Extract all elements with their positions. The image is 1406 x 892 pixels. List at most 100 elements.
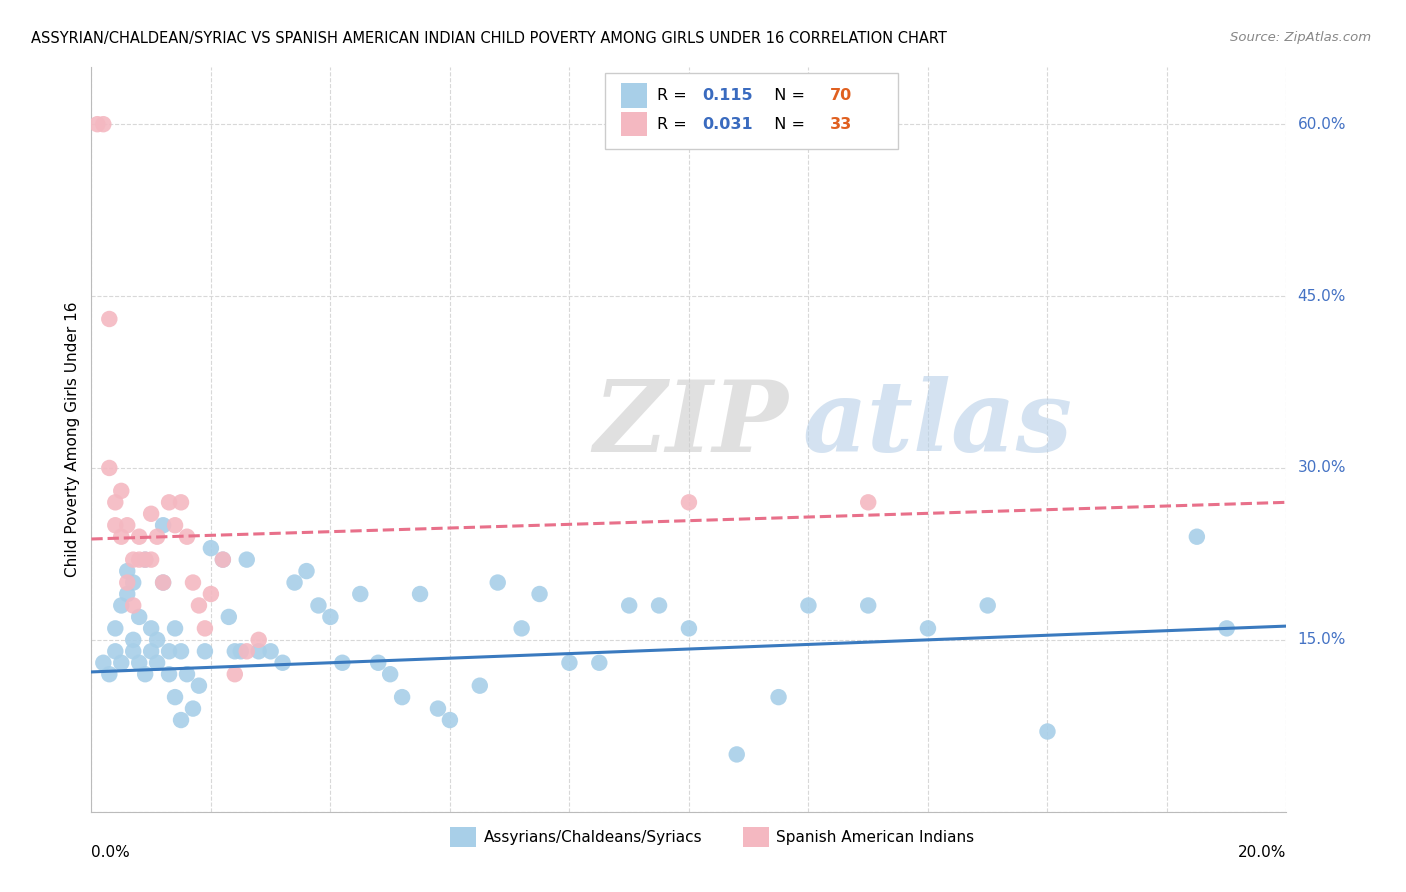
Point [858,599,880,613]
Point [229,644,252,658]
Text: Source: ZipAtlas.com: Source: ZipAtlas.com [1230,31,1371,45]
Bar [621,83,647,108]
Point [141,644,163,658]
Point [529,587,551,601]
Text: 20.0%: 20.0% [1239,846,1286,860]
Point [247,632,270,647]
Point [104,644,127,658]
Point [200,541,222,556]
Point [93,117,115,131]
Point [128,610,150,624]
Point [170,713,193,727]
Text: Assyrians/Chaldeans/Syriacs: Assyrians/Chaldeans/Syriacs [484,830,702,845]
Point [235,552,259,566]
FancyBboxPatch shape [605,73,898,149]
Point [194,644,217,658]
Point [271,656,294,670]
Point [367,656,389,670]
Point [1036,724,1059,739]
Text: N =: N = [765,87,810,103]
Text: Spanish American Indians: Spanish American Indians [776,830,974,845]
Y-axis label: Child Poverty Among Girls Under 16: Child Poverty Among Girls Under 16 [65,301,80,577]
Point [146,656,169,670]
Point [181,575,204,590]
Point [170,495,193,509]
Point [188,599,211,613]
Text: ASSYRIAN/CHALDEAN/SYRIAC VS SPANISH AMERICAN INDIAN CHILD POVERTY AMONG GIRLS UN: ASSYRIAN/CHALDEAN/SYRIAC VS SPANISH AMER… [31,31,946,46]
Point [295,564,318,578]
Point [104,621,127,635]
Text: 0.031: 0.031 [702,117,752,132]
Point [157,495,180,509]
Point [188,679,211,693]
Point [797,599,820,613]
Point [486,575,509,590]
Point [619,599,641,613]
Point [224,644,246,658]
Point [122,599,145,613]
Point [134,552,156,566]
Point [104,518,127,533]
Point [307,599,329,613]
Text: 30.0%: 30.0% [1298,460,1346,475]
Point [128,656,150,670]
Point [98,667,121,681]
Point [1185,530,1208,544]
Point [224,667,246,681]
Point [558,656,581,670]
Text: 0.115: 0.115 [702,87,752,103]
Point [211,552,233,566]
Point [200,587,222,601]
Point [98,461,121,475]
Point [858,495,880,509]
Point [104,495,127,509]
Bar [742,827,769,847]
Point [110,599,132,613]
Point [157,667,180,681]
Point [917,621,939,635]
Point [134,667,156,681]
Point [93,656,115,670]
Point [128,552,150,566]
Point [110,483,132,498]
Text: 0.0%: 0.0% [91,846,131,860]
Point [235,644,259,658]
Text: 60.0%: 60.0% [1298,117,1346,132]
Point [510,621,533,635]
Point [110,656,132,670]
Point [380,667,402,681]
Text: 45.0%: 45.0% [1298,289,1346,303]
Point [141,552,163,566]
Point [146,632,169,647]
Point [122,552,145,566]
Point [152,575,174,590]
Point [678,495,700,509]
Point [349,587,371,601]
Point [181,701,204,715]
Bar [621,112,647,136]
Point [134,552,156,566]
Point [163,621,186,635]
Point [332,656,354,670]
Point [427,701,450,715]
Point [648,599,671,613]
Point [163,690,186,705]
Point [152,575,174,590]
Point [115,575,138,590]
Point [141,507,163,521]
Point [439,713,461,727]
Point [122,632,145,647]
Point [768,690,790,705]
Point [284,575,307,590]
Point [86,117,108,131]
Point [128,530,150,544]
Text: 33: 33 [830,117,852,132]
Bar [450,827,477,847]
Point [176,530,198,544]
Point [211,552,233,566]
Point [976,599,998,613]
Point [409,587,432,601]
Text: ZIP: ZIP [593,376,789,473]
Point [98,312,121,326]
Point [115,587,138,601]
